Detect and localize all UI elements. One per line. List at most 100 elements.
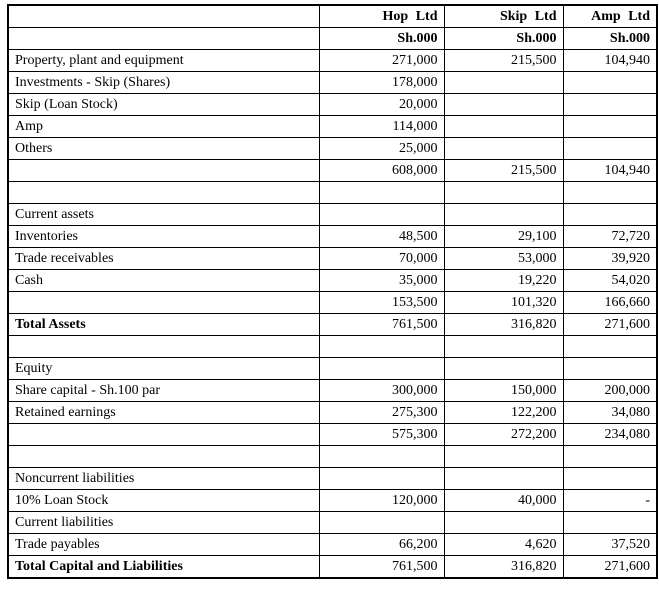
row-label: Current liabilities [7, 511, 320, 534]
cell-value: 20,000 [318, 93, 445, 116]
table-row: Trade payables 66,200 4,620 37,520 [7, 533, 658, 556]
row-label: Share capital - Sh.100 par [7, 379, 320, 402]
cell-value: 48,500 [318, 225, 445, 248]
row-label [7, 445, 320, 468]
cell-value: 271,600 [562, 313, 658, 336]
row-label: Trade receivables [7, 247, 320, 270]
row-label [7, 423, 320, 446]
cell-value: 104,940 [562, 159, 658, 182]
cell-value: 271,000 [318, 49, 445, 72]
cell-value: 40,000 [443, 489, 564, 512]
row-label [7, 291, 320, 314]
table-row: Current liabilities [7, 511, 658, 534]
cell-value [443, 467, 564, 490]
cell-value: 200,000 [562, 379, 658, 402]
unit-header-hop: Sh.000 [318, 27, 445, 50]
unit-header-row: Sh.000 Sh.000 Sh.000 [7, 27, 658, 50]
table-row: Amp 114,000 [7, 115, 658, 138]
table-row: Equity [7, 357, 658, 380]
row-label: Trade payables [7, 533, 320, 556]
table-row: Current assets [7, 203, 658, 226]
row-label: Inventories [7, 225, 320, 248]
cell-value: 316,820 [443, 555, 564, 579]
row-label: Current assets [7, 203, 320, 226]
row-label [7, 159, 320, 182]
row-label: Noncurrent liabilities [7, 467, 320, 490]
row-label: Skip (Loan Stock) [7, 93, 320, 116]
cell-value: 53,000 [443, 247, 564, 270]
column-header-hop: Hop Ltd [318, 4, 445, 28]
balance-sheet-table: Hop Ltd Skip Ltd Amp Ltd Sh.000 Sh.000 S… [7, 4, 658, 579]
table-row [7, 445, 658, 468]
cell-value [318, 335, 445, 358]
cell-value: 25,000 [318, 137, 445, 160]
cell-value [443, 203, 564, 226]
cell-value: 4,620 [443, 533, 564, 556]
cell-value: 275,300 [318, 401, 445, 424]
column-header-amp: Amp Ltd [562, 4, 658, 28]
cell-value [318, 467, 445, 490]
table-row: 10% Loan Stock 120,000 40,000- [7, 489, 658, 512]
table-row: Trade receivables 70,000 53,000 39,920 [7, 247, 658, 270]
cell-value: 122,200 [443, 401, 564, 424]
unit-header-skip: Sh.000 [443, 27, 564, 50]
cell-value: - [562, 489, 658, 512]
column-header-skip: Skip Ltd [443, 4, 564, 28]
cell-value [562, 445, 658, 468]
cell-value [318, 511, 445, 534]
cell-value [443, 357, 564, 380]
cell-value: 29,100 [443, 225, 564, 248]
cell-value: 215,500 [443, 159, 564, 182]
cell-value: 101,320 [443, 291, 564, 314]
cell-value: 120,000 [318, 489, 445, 512]
cell-value [443, 445, 564, 468]
cell-value [562, 71, 658, 94]
row-label: Total Capital and Liabilities [7, 555, 320, 579]
table-row: Retained earnings 275,300 122,200 34,080 [7, 401, 658, 424]
table-row: Property, plant and equipment 271,000 215,… [7, 49, 658, 72]
cell-value: 70,000 [318, 247, 445, 270]
cell-value [318, 203, 445, 226]
cell-value: 34,080 [562, 401, 658, 424]
row-label: Retained earnings [7, 401, 320, 424]
row-label: Amp [7, 115, 320, 138]
cell-value [443, 335, 564, 358]
row-label: Equity [7, 357, 320, 380]
cell-value: 39,920 [562, 247, 658, 270]
cell-value: 72,720 [562, 225, 658, 248]
cell-value [443, 137, 564, 160]
table-row: Investments - Skip (Shares) 178,000 [7, 71, 658, 94]
cell-value: 37,520 [562, 533, 658, 556]
cell-value [443, 181, 564, 204]
cell-value [562, 467, 658, 490]
cell-value: 234,080 [562, 423, 658, 446]
table-row: 608,000 215,500 104,940 [7, 159, 658, 182]
cell-value: 54,020 [562, 269, 658, 292]
cell-value [562, 137, 658, 160]
table-row: Inventories 48,500 29,100 72,720 [7, 225, 658, 248]
cell-value [443, 115, 564, 138]
table-row: 153,500 101,320 166,660 [7, 291, 658, 314]
row-label [7, 181, 320, 204]
cell-value [562, 511, 658, 534]
cell-value: 150,000 [443, 379, 564, 402]
cell-value: 272,200 [443, 423, 564, 446]
row-label: Cash [7, 269, 320, 292]
row-label: Investments - Skip (Shares) [7, 71, 320, 94]
table-row: Noncurrent liabilities [7, 467, 658, 490]
row-label: Others [7, 137, 320, 160]
table-row: 575,300 272,200 234,080 [7, 423, 658, 446]
cell-value [443, 71, 564, 94]
cell-value: 300,000 [318, 379, 445, 402]
table-row: Others 25,000 [7, 137, 658, 160]
cell-value: 575,300 [318, 423, 445, 446]
cell-value: 215,500 [443, 49, 564, 72]
cell-value [562, 357, 658, 380]
cell-value [562, 181, 658, 204]
cell-value [443, 93, 564, 116]
cell-value: 271,600 [562, 555, 658, 579]
cell-value [562, 203, 658, 226]
unit-header-amp: Sh.000 [562, 27, 658, 50]
cell-value: 35,000 [318, 269, 445, 292]
